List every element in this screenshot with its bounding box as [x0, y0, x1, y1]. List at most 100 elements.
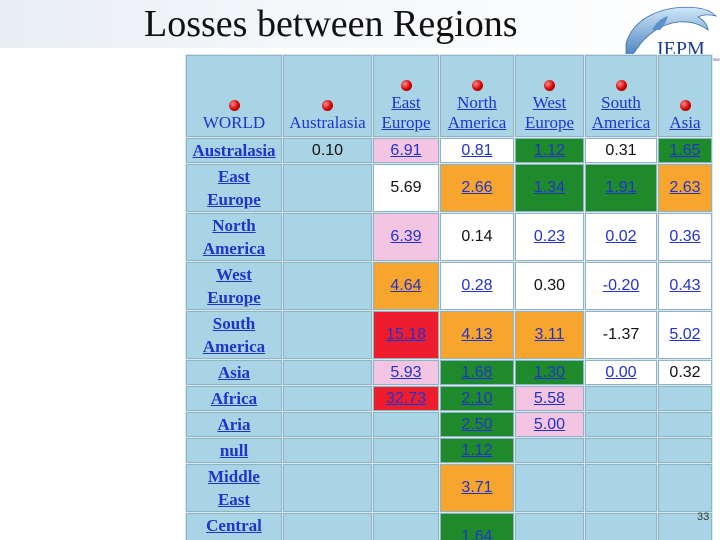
- loss-value-link[interactable]: 1.68: [461, 363, 493, 381]
- row-label-line1[interactable]: Central: [206, 516, 262, 535]
- loss-value-link[interactable]: 4.13: [461, 326, 493, 343]
- loss-value-link[interactable]: 5.58: [533, 389, 566, 407]
- loss-value-link[interactable]: 6.39: [390, 228, 422, 245]
- loss-cell[interactable]: 4.64: [373, 262, 439, 310]
- col-header-asia[interactable]: Asia: [658, 55, 712, 137]
- loss-cell[interactable]: 1.65: [658, 138, 712, 163]
- col-header-east-europe[interactable]: East Europe: [373, 55, 439, 137]
- loss-cell[interactable]: 6.91: [373, 138, 439, 163]
- loss-value-link[interactable]: 0.81: [461, 141, 493, 159]
- row-label-line1[interactable]: Australasia: [192, 141, 276, 160]
- row-label-line1[interactable]: South: [212, 314, 256, 333]
- col-label-line2[interactable]: America: [447, 113, 507, 132]
- loss-value-link[interactable]: 2.63: [669, 179, 701, 196]
- world-label[interactable]: WORLD: [202, 113, 266, 132]
- loss-value-link[interactable]: 0.02: [605, 228, 637, 245]
- col-label-line1[interactable]: West: [532, 93, 567, 112]
- loss-cell[interactable]: 15.18: [373, 311, 439, 359]
- loss-value-link[interactable]: 1.64: [461, 528, 493, 540]
- corner-header[interactable]: WORLD: [186, 55, 282, 137]
- row-header[interactable]: Asia: [186, 360, 282, 385]
- loss-cell[interactable]: 6.39: [373, 213, 439, 261]
- loss-cell[interactable]: 5.00: [515, 412, 584, 437]
- loss-value-link[interactable]: 0.23: [533, 228, 566, 245]
- col-label-line1[interactable]: North: [457, 93, 497, 112]
- loss-cell[interactable]: 2.10: [440, 386, 514, 411]
- loss-cell[interactable]: 0.23: [515, 213, 584, 261]
- col-label-line2[interactable]: Europe: [524, 113, 575, 132]
- loss-value-link[interactable]: 5.00: [533, 415, 566, 433]
- loss-value-link[interactable]: 2.50: [461, 415, 493, 433]
- loss-cell[interactable]: 0.02: [585, 213, 657, 261]
- loss-cell[interactable]: 1.30: [515, 360, 584, 385]
- loss-cell[interactable]: 1.68: [440, 360, 514, 385]
- loss-value-link[interactable]: -0.20: [602, 277, 640, 294]
- loss-cell[interactable]: 3.71: [440, 464, 514, 512]
- loss-value-link[interactable]: 4.64: [390, 277, 422, 294]
- row-header[interactable]: CentralAmerica: [186, 513, 282, 540]
- loss-cell[interactable]: 2.66: [440, 164, 514, 212]
- col-header-australasia[interactable]: Australasia: [283, 55, 372, 137]
- loss-cell[interactable]: 0.28: [440, 262, 514, 310]
- loss-cell[interactable]: 5.02: [658, 311, 712, 359]
- row-label-line1[interactable]: null: [219, 441, 249, 460]
- row-header[interactable]: West Europe: [186, 262, 282, 310]
- loss-cell[interactable]: 2.63: [658, 164, 712, 212]
- loss-cell[interactable]: 0.81: [440, 138, 514, 163]
- loss-cell[interactable]: 1.34: [515, 164, 584, 212]
- loss-value-link[interactable]: 0.00: [605, 363, 637, 381]
- loss-value-link[interactable]: 1.30: [533, 363, 566, 381]
- loss-value-link[interactable]: 0.43: [669, 277, 701, 294]
- loss-value-link[interactable]: 2.10: [461, 389, 493, 407]
- col-header-north-america[interactable]: North America: [440, 55, 514, 137]
- loss-cell[interactable]: 1.91: [585, 164, 657, 212]
- row-label-line1[interactable]: West: [216, 265, 252, 284]
- col-label-line1[interactable]: South: [601, 93, 641, 112]
- loss-cell[interactable]: 5.93: [373, 360, 439, 385]
- loss-value-link[interactable]: 32.73: [385, 389, 427, 407]
- row-header[interactable]: Middle East: [186, 464, 282, 512]
- loss-cell[interactable]: 5.58: [515, 386, 584, 411]
- row-header[interactable]: Aria: [186, 412, 282, 437]
- row-label-line2[interactable]: America: [202, 239, 266, 258]
- row-label-line1[interactable]: Middle: [208, 467, 260, 486]
- loss-cell[interactable]: 0.36: [658, 213, 712, 261]
- row-label-line2[interactable]: Europe: [207, 190, 261, 209]
- row-header[interactable]: Australasia: [186, 138, 282, 163]
- row-header[interactable]: Africa: [186, 386, 282, 411]
- loss-value-link[interactable]: 0.36: [669, 228, 701, 245]
- loss-cell[interactable]: 4.13: [440, 311, 514, 359]
- col-label-line2[interactable]: Europe: [381, 113, 431, 132]
- row-header[interactable]: South America: [186, 311, 282, 359]
- loss-value-link[interactable]: 1.65: [669, 141, 701, 159]
- loss-cell[interactable]: 1.12: [440, 438, 514, 463]
- loss-value-link[interactable]: 1.34: [533, 179, 566, 196]
- col-label-line2[interactable]: America: [591, 113, 651, 132]
- loss-cell[interactable]: 0.00: [585, 360, 657, 385]
- loss-value-link[interactable]: 3.11: [534, 326, 565, 343]
- col-header-south-america[interactable]: South America: [585, 55, 657, 137]
- row-header[interactable]: East Europe: [186, 164, 282, 212]
- loss-value-link[interactable]: 3.71: [461, 479, 493, 496]
- loss-value-link[interactable]: 5.93: [390, 363, 422, 381]
- row-label-line1[interactable]: East: [217, 167, 251, 186]
- row-label-line1[interactable]: Africa: [210, 389, 258, 408]
- loss-value-link[interactable]: 2.66: [461, 179, 493, 196]
- loss-value-link[interactable]: 0.28: [461, 277, 493, 294]
- row-label-line1[interactable]: Asia: [217, 363, 251, 382]
- loss-value-link[interactable]: 1.91: [605, 179, 637, 196]
- row-label-line2[interactable]: America: [202, 337, 266, 356]
- loss-cell[interactable]: 3.11: [515, 311, 584, 359]
- row-label-line2[interactable]: East: [217, 490, 251, 509]
- loss-cell[interactable]: 1.12: [515, 138, 584, 163]
- row-header[interactable]: North America: [186, 213, 282, 261]
- col-header-west-europe[interactable]: West Europe: [515, 55, 584, 137]
- col-label-line1[interactable]: Asia: [669, 113, 701, 132]
- col-label-line1[interactable]: East: [391, 93, 421, 112]
- loss-cell[interactable]: 0.43: [658, 262, 712, 310]
- loss-value-link[interactable]: 1.12: [533, 141, 566, 159]
- row-label-line1[interactable]: Aria: [217, 415, 251, 434]
- loss-cell[interactable]: 2.50: [440, 412, 514, 437]
- loss-cell[interactable]: -0.20: [585, 262, 657, 310]
- row-label-line2[interactable]: Europe: [207, 288, 261, 307]
